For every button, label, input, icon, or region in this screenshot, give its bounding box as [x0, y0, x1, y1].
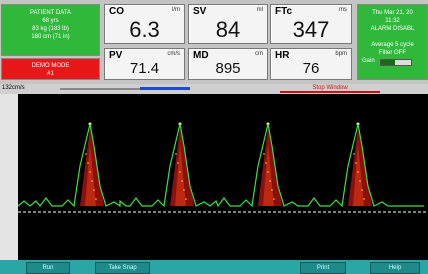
metric-unit: bpm — [335, 51, 347, 57]
button-bar: Run Take Snap Print Help — [0, 260, 428, 274]
metric-value: 71.4 — [105, 60, 184, 77]
monitor-screen: PATIENT DATA 68 yrs 83 kg (183 lb) 180 c… — [0, 0, 428, 274]
gain-label: Gain — [362, 58, 375, 64]
flow-dot — [93, 189, 95, 191]
flow-dot — [359, 180, 361, 182]
patient-panel: PATIENT DATA 68 yrs 83 kg (183 lb) 180 c… — [1, 4, 100, 56]
flow-dot — [267, 171, 269, 173]
metric-unit: l/m — [172, 7, 180, 13]
flow-dot — [361, 189, 363, 191]
print-button[interactable]: Print — [300, 262, 346, 274]
flow-dot — [357, 171, 359, 173]
metric-value: 347 — [271, 17, 351, 43]
flow-dot — [89, 171, 91, 173]
status-setting: Filter OFF — [358, 49, 427, 57]
scale-track — [60, 88, 140, 90]
flow-dot — [271, 189, 273, 191]
status-line: ALARM DISABL — [358, 25, 427, 33]
flow-dot — [85, 153, 87, 155]
mode-title: DEMO MODE — [2, 62, 99, 70]
scale-bar: 132cm/s Stop Window — [0, 84, 428, 94]
gain-row: Gain — [358, 57, 427, 65]
flow-dot — [179, 171, 181, 173]
flow-dot — [87, 162, 89, 164]
run-button[interactable]: Run — [26, 262, 70, 274]
waveform-area — [0, 94, 428, 260]
flow-dot — [363, 198, 365, 200]
metric-tile: CO l/m 6.3 — [104, 4, 185, 44]
flow-dot — [355, 162, 357, 164]
flow-dot — [95, 198, 97, 200]
flow-dot — [181, 180, 183, 182]
flow-dot — [265, 162, 267, 164]
metric-label: CO — [109, 6, 124, 17]
metric-tile: FTc ms 347 — [270, 4, 352, 44]
metric-value: 895 — [189, 60, 267, 77]
status-line: Thu Mar 21, 20 — [358, 9, 427, 17]
metric-unit: cm — [255, 51, 263, 57]
flow-dot — [177, 162, 179, 164]
metric-unit: cm/s — [167, 51, 180, 57]
flow-dot — [273, 198, 275, 200]
metric-value: 6.3 — [105, 17, 184, 43]
gain-slider[interactable] — [380, 59, 412, 66]
help-button[interactable]: Help — [370, 262, 420, 274]
scale-label: 132cm/s — [2, 85, 25, 91]
metric-label: FTc — [275, 6, 292, 17]
patient-line: 68 yrs — [2, 17, 99, 25]
mode-id: #1 — [2, 70, 99, 78]
flow-dot — [185, 198, 187, 200]
flow-dot — [269, 180, 271, 182]
metric-value: 84 — [189, 17, 267, 43]
status-line: 11:32 — [358, 17, 427, 25]
patient-title: PATIENT DATA — [2, 9, 99, 17]
metric-unit: ms — [339, 7, 347, 13]
flow-dot — [263, 153, 265, 155]
stop-window[interactable]: Stop Window — [280, 85, 380, 93]
metric-unit: ml — [257, 7, 263, 13]
patient-line: 83 kg (183 lb) — [2, 25, 99, 33]
flow-dot — [183, 189, 185, 191]
metric-tile: SV ml 84 — [188, 4, 268, 44]
patient-line: 180 cm (71 in) — [2, 33, 99, 41]
status-setting: Average 5 cycle — [358, 41, 427, 49]
status-panel: Thu Mar 21, 20 11:32 ALARM DISABL Averag… — [357, 4, 428, 80]
metric-label: SV — [193, 6, 206, 17]
flow-dot — [353, 153, 355, 155]
metric-value: 76 — [271, 60, 351, 77]
take-snap-button[interactable]: Take Snap — [95, 262, 150, 274]
flow-dot — [175, 153, 177, 155]
left-strip — [0, 94, 18, 260]
flow-dot — [91, 180, 93, 182]
scale-indicator — [140, 87, 190, 90]
mode-panel: DEMO MODE #1 — [1, 58, 100, 80]
